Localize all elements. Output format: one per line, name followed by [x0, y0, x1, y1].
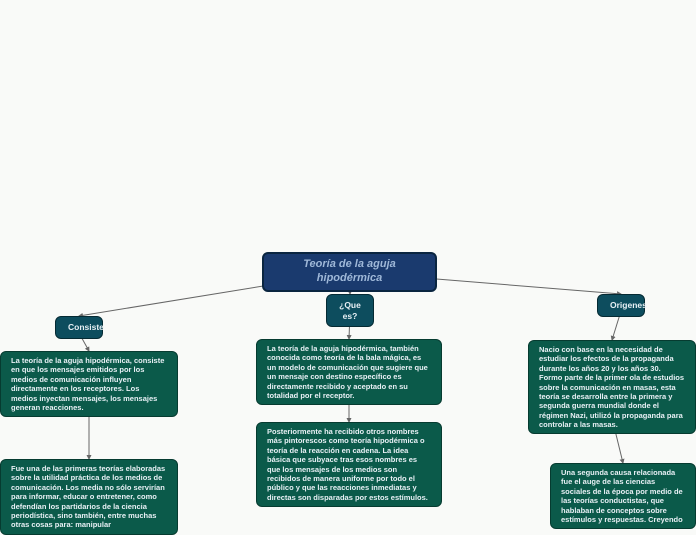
- branch-label: Origenes: [610, 300, 647, 310]
- content-text: La teoría de la aguja hipodérmica, consi…: [11, 356, 164, 412]
- branch-label: Consiste: [68, 322, 104, 332]
- content-quees-2[interactable]: Posteriormente ha recibido otros nombres…: [256, 422, 442, 507]
- content-origenes-1[interactable]: Nacio con base en la necesidad de estudi…: [528, 340, 696, 434]
- branch-label: ¿Que es?: [339, 300, 361, 321]
- content-text: Posteriormente ha recibido otros nombres…: [267, 427, 428, 502]
- branch-consiste[interactable]: Consiste: [55, 316, 103, 339]
- branch-origenes[interactable]: Origenes: [597, 294, 645, 317]
- content-origenes-2[interactable]: Una segunda causa relacionada fue el aug…: [550, 463, 696, 529]
- root-node[interactable]: Teoría de la aguja hipodérmica: [262, 252, 437, 292]
- content-text: La teoría de la aguja hipodérmica, tambi…: [267, 344, 428, 400]
- content-consiste-2[interactable]: Fue una de las primeras teorías elaborad…: [0, 459, 178, 535]
- branch-quees[interactable]: ¿Que es?: [326, 294, 374, 327]
- root-label: Teoría de la aguja hipodérmica: [303, 258, 396, 284]
- content-consiste-1[interactable]: La teoría de la aguja hipodérmica, consi…: [0, 351, 178, 417]
- content-text: Una segunda causa relacionada fue el aug…: [561, 468, 683, 524]
- content-text: Nacio con base en la necesidad de estudi…: [539, 345, 684, 429]
- content-quees-1[interactable]: La teoría de la aguja hipodérmica, tambi…: [256, 339, 442, 405]
- content-text: Fue una de las primeras teorías elaborad…: [11, 464, 165, 529]
